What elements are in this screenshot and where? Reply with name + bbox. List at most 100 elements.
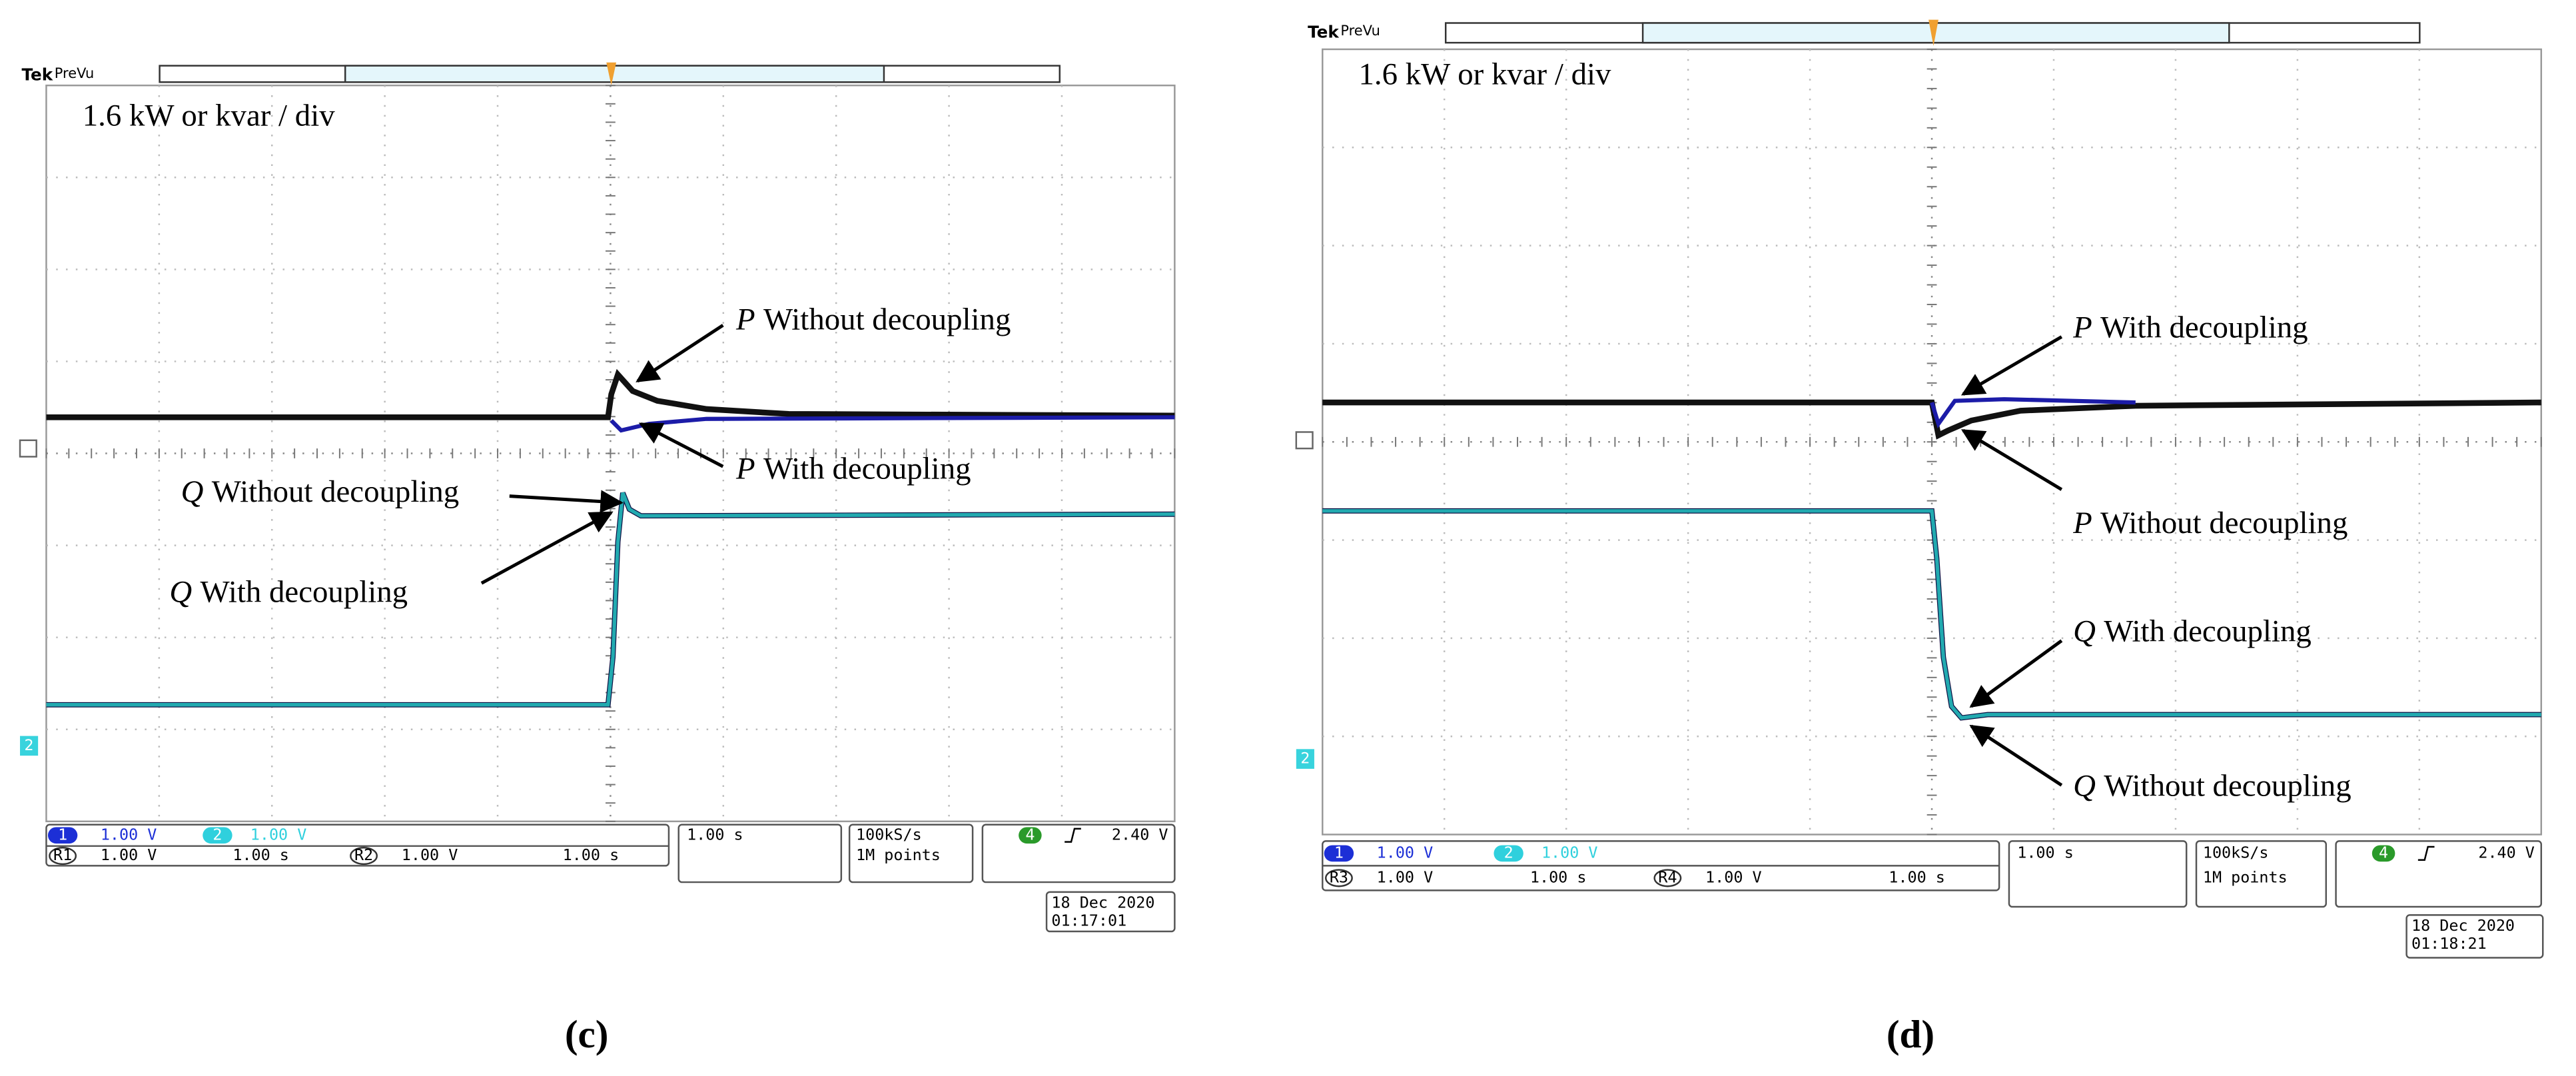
ref-scale: 1.00 V (101, 845, 157, 864)
ref-time: 1.00 s (563, 845, 620, 864)
channel-id: 1 (58, 825, 67, 843)
annotation: P Without decoupling (735, 302, 1011, 336)
channel-marker-box (1296, 749, 1314, 769)
scale-label: 1.6 kW or kvar / div (83, 98, 335, 133)
arrow (509, 490, 624, 513)
ref-id: R3 (1330, 867, 1348, 886)
channel-badge (1494, 845, 1523, 862)
channel-id: 1 (1334, 843, 1344, 861)
annotation-symbol: P (2072, 310, 2092, 344)
annotation: P With decoupling (735, 451, 971, 486)
annotation-symbol: Q (2073, 768, 2096, 803)
arrow (1960, 428, 2063, 491)
trigger-level: 2.40 V (2478, 843, 2535, 861)
trigger-channel: 4 (1025, 825, 1035, 843)
date: 18 Dec 2020 (1051, 893, 1154, 912)
date-box (2405, 914, 2544, 959)
ref-scale: 1.00 V (402, 845, 458, 864)
annotation: Q Without decoupling (2073, 768, 2352, 803)
trigger-badge (1019, 827, 1042, 844)
channel-marker: 2 (1300, 750, 1310, 768)
annotation-symbol: Q (2073, 614, 2096, 648)
annotation-symbol: P (735, 451, 755, 486)
annotation: Q Without decoupling (181, 474, 460, 509)
arrow (1969, 724, 2063, 787)
status-box (848, 823, 974, 883)
ref-marker (19, 439, 37, 458)
ch1-scale: 1.00 V (101, 825, 157, 843)
status-box (2195, 840, 2328, 908)
annotation-symbol: Q (169, 574, 192, 609)
scale-label: 1.6 kW or kvar / div (1359, 57, 1611, 92)
caption: (c) (565, 1012, 609, 1056)
ref-id: R2 (354, 845, 373, 864)
date-box (1045, 891, 1176, 933)
timebase: 1.00 s (687, 825, 743, 843)
trigger-marker (606, 62, 617, 86)
annotation-text: With decoupling (2100, 310, 2308, 344)
brand: Tek (1308, 22, 1339, 41)
annotation-text: With decoupling (201, 574, 408, 609)
arrow (1969, 639, 2063, 708)
ref-time: 1.00 s (232, 845, 289, 864)
arrow (636, 324, 724, 383)
timebase: 1.00 s (2017, 843, 2074, 861)
caption: (d) (1887, 1012, 1934, 1056)
ref-badge (1324, 869, 1353, 887)
ref-time: 1.00 s (1530, 867, 1587, 886)
channel-id: 2 (1504, 843, 1513, 861)
ref-id: R1 (53, 845, 72, 864)
channel-marker: 2 (25, 737, 34, 754)
channel-marker-box (20, 736, 39, 756)
sample-rate: 100kS/s (2203, 843, 2269, 861)
ref-badge (49, 847, 77, 865)
ch1-scale: 1.00 V (1377, 843, 1434, 861)
annotation: Q With decoupling (2073, 614, 2312, 648)
ref-scale: 1.00 V (1705, 867, 1762, 886)
channel-badge (1324, 845, 1354, 862)
annotation-symbol: Q (181, 474, 204, 509)
ref-badge (1653, 869, 1682, 887)
trigger-marker (1929, 19, 1938, 47)
annotation-text: Without decoupling (2104, 768, 2351, 803)
q-trace (46, 492, 1175, 707)
ch2-scale: 1.00 V (250, 825, 307, 843)
q-trace (1322, 509, 2541, 720)
arrow (1960, 335, 2063, 396)
channel-id: 2 (213, 825, 222, 843)
mode: PreVu (1340, 23, 1380, 39)
p-trace (46, 368, 1175, 420)
time: 01:18:21 (2411, 934, 2487, 953)
ch2-scale: 1.00 V (1541, 843, 1598, 861)
p-trace-decoupled (1930, 397, 2136, 428)
record-length: 1M points (2203, 867, 2288, 886)
record-length: 1M points (856, 845, 941, 864)
ref-time: 1.00 s (1889, 867, 1945, 886)
annotation: P Without decoupling (2072, 506, 2348, 540)
trigger-badge (2371, 845, 2395, 862)
sample-rate: 100kS/s (856, 825, 922, 843)
status-box (677, 823, 843, 883)
ref-badge (350, 847, 378, 865)
trigger-slope (1065, 827, 1081, 843)
annotation-symbol: P (2072, 506, 2092, 540)
channel-badge (47, 827, 78, 844)
ref-id: R4 (1658, 867, 1677, 886)
annotation-symbol: P (735, 302, 755, 336)
trigger-channel: 4 (2379, 843, 2388, 861)
arrow (480, 511, 614, 585)
annotation: Q With decoupling (169, 574, 408, 609)
annotation-text: Without decoupling (2100, 506, 2348, 540)
arrow (638, 422, 724, 468)
channel-badge (203, 827, 232, 844)
annotation-text: Without decoupling (212, 474, 459, 509)
annotation-text: Without decoupling (763, 302, 1011, 336)
time: 01:17:01 (1051, 911, 1126, 930)
annotation: P With decoupling (2072, 310, 2308, 344)
trigger-slope (2417, 845, 2435, 861)
trigger-level: 2.40 V (1112, 825, 1168, 843)
date: 18 Dec 2020 (2411, 916, 2515, 935)
annotation-text: With decoupling (2104, 614, 2312, 648)
